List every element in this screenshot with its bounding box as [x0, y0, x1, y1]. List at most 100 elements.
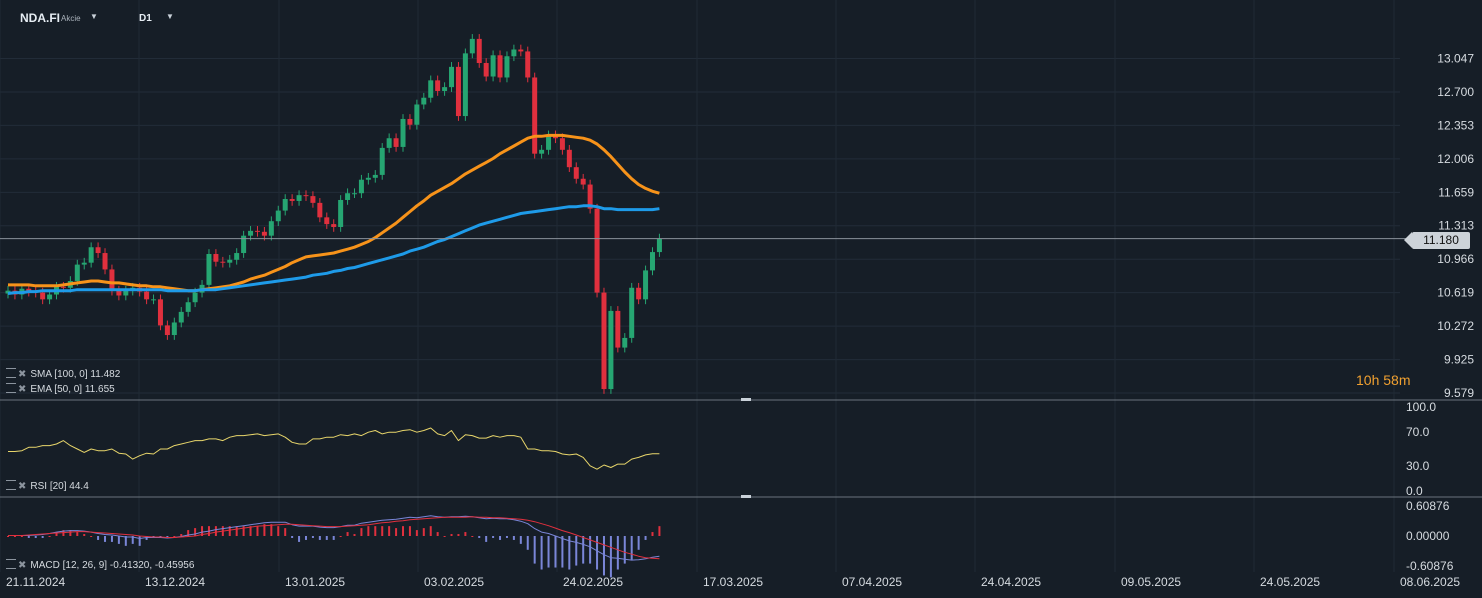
close-icon[interactable]: ✖ [18, 369, 27, 380]
macd-histogram-bar [450, 534, 453, 536]
macd-histogram-bar [505, 536, 508, 538]
macd-histogram-bar [408, 526, 411, 536]
macd-axis-label: 0.60876 [1406, 499, 1450, 513]
macd-histogram-bar [492, 536, 495, 538]
panel-resize-handle [741, 398, 751, 401]
settings-icon[interactable] [6, 559, 16, 569]
price-axis-label: 12.006 [1437, 152, 1474, 166]
macd-histogram-bar [540, 536, 543, 570]
time-axis-label: 09.05.2025 [1121, 575, 1181, 589]
candle [178, 311, 184, 323]
candle [483, 63, 489, 77]
macd-histogram-bar [110, 536, 113, 542]
candle [303, 195, 309, 197]
macd-histogram-bar [263, 524, 266, 536]
candle [365, 177, 371, 180]
timeframe-selector[interactable]: D1 [139, 13, 152, 24]
candle [511, 49, 517, 57]
settings-icon[interactable] [6, 383, 16, 393]
candle [566, 149, 572, 168]
close-icon[interactable]: ✖ [18, 481, 27, 492]
candle [213, 253, 219, 262]
settings-icon[interactable] [6, 368, 16, 378]
symbol-name[interactable]: NDA.FI [20, 11, 60, 25]
macd-histogram-bar [104, 536, 107, 542]
candle [462, 53, 468, 117]
price-axis-label: 10.966 [1437, 252, 1474, 266]
candle [469, 38, 475, 54]
macd-histogram-bar [360, 528, 363, 536]
rsi-axis-label: 100.0 [1406, 400, 1436, 414]
candle [88, 247, 94, 263]
macd-histogram-bar [256, 526, 259, 536]
candle [123, 290, 129, 296]
candle [248, 230, 254, 236]
candle [81, 262, 87, 265]
candle [164, 325, 170, 336]
candle [331, 224, 337, 227]
candle [102, 253, 108, 270]
macd-histogram-bar [69, 530, 72, 536]
macd-histogram-bar [637, 536, 640, 550]
price-axis-label: 12.700 [1437, 85, 1474, 99]
macd-histogram-bar [471, 536, 474, 537]
candle [282, 199, 288, 211]
candle [490, 55, 496, 77]
time-axis-label: 08.06.2025 [1400, 575, 1460, 589]
indicator-legend-sma: ✖ SMA [100, 0] 11.482 [6, 368, 120, 380]
candle [261, 231, 267, 236]
candle [414, 104, 420, 125]
panel-resize-handle [741, 495, 751, 498]
candle [220, 261, 226, 263]
macd-line [8, 515, 660, 561]
macd-histogram-bar [214, 526, 217, 536]
macd-histogram-bar [609, 536, 612, 578]
candle [40, 292, 46, 300]
price-axis-label: 12.353 [1437, 118, 1474, 132]
macd-histogram-bar [575, 536, 578, 566]
candle [358, 179, 364, 194]
candle [421, 97, 427, 105]
macd-histogram-bar [422, 528, 425, 536]
candle [185, 302, 191, 312]
close-icon[interactable]: ✖ [18, 384, 27, 395]
price-axis-label: 10.619 [1437, 286, 1474, 300]
candle [449, 66, 455, 88]
macd-histogram-bar [402, 526, 405, 536]
macd-histogram-bar [464, 532, 467, 536]
macd-histogram-bar [291, 536, 294, 538]
candle [497, 55, 503, 78]
macd-histogram-bar [339, 536, 342, 537]
macd-histogram-bar [48, 536, 51, 537]
candle [310, 196, 316, 203]
macd-histogram-bar [20, 536, 23, 537]
candle [60, 286, 66, 288]
macd-histogram-bar [374, 526, 377, 536]
candle [289, 199, 295, 201]
rsi-line [8, 427, 660, 470]
macd-histogram-bar [194, 528, 197, 536]
candle [442, 87, 448, 91]
time-axis-label: 21.11.2024 [6, 575, 65, 589]
candle [539, 149, 545, 154]
candle [192, 292, 198, 303]
macd-histogram-bar [138, 536, 141, 546]
macd-histogram-bar [311, 536, 314, 538]
candle [254, 230, 260, 232]
candle [338, 199, 344, 227]
macd-histogram-bar [554, 536, 557, 568]
macd-histogram-bar [415, 530, 418, 536]
symbol-dropdown-icon[interactable]: ▼ [90, 12, 98, 21]
candle [268, 221, 274, 236]
candle [95, 247, 101, 254]
candle [74, 264, 80, 282]
settings-icon[interactable] [6, 480, 16, 490]
timeframe-dropdown-icon[interactable]: ▼ [166, 12, 174, 21]
candle [504, 56, 510, 78]
close-icon[interactable]: ✖ [18, 560, 27, 571]
macd-histogram-bar [173, 536, 176, 537]
candle [372, 174, 378, 178]
macd-histogram-bar [249, 526, 252, 536]
macd-axis-label: -0.60876 [1406, 559, 1454, 573]
